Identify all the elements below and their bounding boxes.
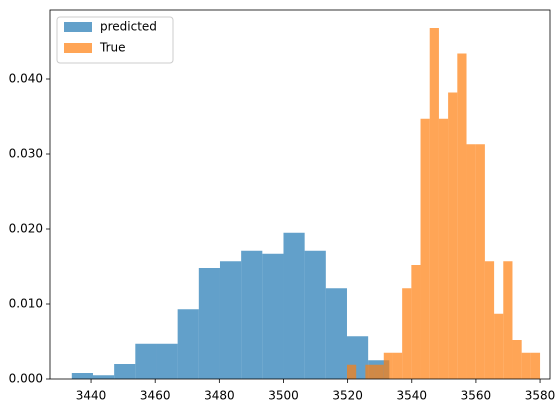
histogram-bar bbox=[503, 261, 513, 379]
x-tick-label: 3480 bbox=[204, 389, 235, 403]
histogram-bar bbox=[346, 364, 357, 379]
histogram-bar bbox=[494, 313, 504, 379]
legend-swatch bbox=[64, 43, 92, 53]
histogram-bar bbox=[484, 261, 495, 379]
x-tick-label: 3540 bbox=[396, 389, 427, 403]
y-tick-label: 0.010 bbox=[9, 297, 43, 311]
histogram-bar bbox=[283, 232, 305, 379]
histogram-bar bbox=[92, 375, 115, 379]
histogram-bar bbox=[438, 118, 449, 379]
histogram-bar bbox=[475, 144, 485, 379]
histogram-bar bbox=[241, 250, 263, 379]
histogram-bar bbox=[114, 364, 136, 379]
x-tick-label: 3560 bbox=[461, 389, 492, 403]
histogram-bar bbox=[457, 53, 467, 379]
x-tick-label: 3580 bbox=[525, 389, 556, 403]
histogram-bar bbox=[374, 364, 384, 379]
histogram-bar bbox=[383, 352, 393, 379]
histogram-bar bbox=[325, 288, 347, 379]
histogram-bar bbox=[135, 343, 157, 379]
plot-frame bbox=[49, 9, 551, 380]
histogram-bar bbox=[512, 340, 522, 379]
y-tick-label: 0.040 bbox=[9, 72, 43, 86]
legend-label: True bbox=[99, 41, 126, 55]
histogram-bar bbox=[530, 352, 541, 379]
legend-swatch bbox=[64, 22, 92, 32]
histogram-bar bbox=[429, 28, 439, 379]
histogram-bar bbox=[177, 309, 199, 379]
histogram-bar bbox=[198, 268, 220, 379]
histogram-bar bbox=[392, 352, 403, 379]
histogram-bar bbox=[156, 343, 178, 379]
histogram-bar bbox=[219, 261, 242, 379]
histogram-bar bbox=[411, 265, 421, 379]
y-tick-label: 0.000 bbox=[9, 372, 43, 386]
histogram-bar bbox=[402, 288, 412, 379]
histogram-bar bbox=[262, 253, 284, 379]
x-tick-label: 3500 bbox=[268, 389, 299, 403]
x-tick-label: 3440 bbox=[76, 389, 107, 403]
histogram-bar bbox=[466, 144, 476, 379]
x-tick-label: 3520 bbox=[332, 389, 363, 403]
y-tick-label: 0.030 bbox=[9, 147, 43, 161]
histogram-bar bbox=[420, 118, 430, 379]
histogram-bar bbox=[521, 352, 531, 379]
histogram-bar bbox=[71, 373, 93, 379]
legend-label: predicted bbox=[100, 20, 157, 34]
histogram-bar bbox=[304, 250, 326, 379]
x-tick-label: 3460 bbox=[140, 389, 171, 403]
y-tick-label: 0.020 bbox=[9, 222, 43, 236]
histogram-bar bbox=[448, 92, 458, 379]
histogram-bar bbox=[365, 364, 375, 379]
